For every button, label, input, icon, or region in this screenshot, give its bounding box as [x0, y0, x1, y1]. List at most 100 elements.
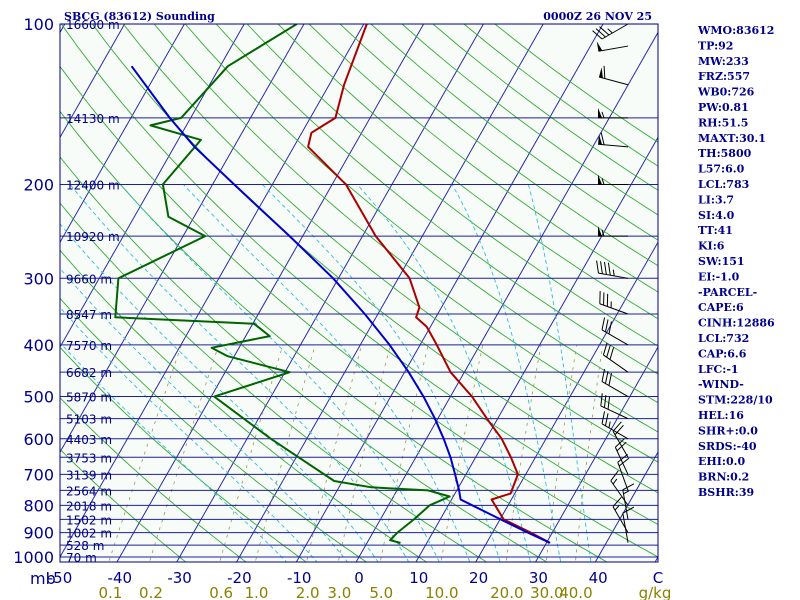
wind-barb	[598, 107, 628, 119]
moist-adiabat	[69, 184, 410, 562]
dry-adiabat	[60, 249, 428, 562]
index-entry: MW:233	[698, 55, 749, 68]
index-entry: BSHR:39	[698, 486, 754, 499]
mixing-ratio-line	[337, 344, 391, 562]
temperature-tick-label: -50	[48, 569, 73, 587]
dry-adiabat	[60, 156, 548, 562]
height-label: 2564 m	[66, 484, 112, 498]
mixing-ratio-line	[505, 344, 542, 562]
isotherm	[475, 241, 658, 562]
isotherm	[295, 24, 604, 562]
valid-time: 0000Z 26 NOV 25	[543, 10, 652, 23]
wind-barb	[598, 132, 629, 148]
height-label: 1002 m	[66, 527, 112, 541]
mixing-ratio-line	[254, 344, 316, 562]
axis-labels: 16600 m 14130 m 12400 m 10920 m 9660 m 8547 m…	[13, 15, 671, 600]
height-label: 4403 m	[66, 433, 112, 447]
sounding-traces	[114, 24, 551, 544]
temperature-tick-label: -30	[167, 569, 192, 587]
mixing-ratio-tick-label: 30.0	[530, 584, 563, 600]
isotherm	[60, 24, 245, 349]
height-label: 70 m	[66, 551, 97, 565]
moist-adiabat	[527, 184, 592, 562]
index-entry: CINH:12886	[698, 317, 775, 330]
height-label: 7570 m	[66, 339, 112, 353]
plot-frame	[59, 23, 659, 563]
pressure-tick-label: 300	[23, 269, 54, 288]
mixing-ratio-tick-label: 20.0	[490, 584, 523, 600]
index-entry: MAXT:30.1	[698, 132, 766, 145]
dry-adiabat	[60, 448, 187, 562]
temperature-trace	[307, 24, 551, 544]
stability-indices: WMO:83612 TP:92 MW:233 FRZ:557 WB0:726 PW:0.8…	[697, 24, 775, 499]
isotherm	[60, 24, 365, 559]
index-entry: -WIND-	[698, 378, 744, 391]
temperature-tick-label: 0	[354, 569, 364, 587]
height-label: 3139 m	[66, 468, 112, 482]
index-entry: LFC:-1	[698, 363, 739, 376]
height-label: 5103 m	[66, 413, 112, 427]
index-entry: SW:151	[698, 255, 745, 268]
height-label: 3753 m	[66, 451, 112, 465]
wind-barb	[612, 496, 629, 533]
height-label: 14130 m	[66, 112, 120, 126]
mixing-ratio-line	[108, 344, 182, 562]
grid-lines	[0, 12, 658, 568]
mixing-ratio-line	[306, 344, 362, 562]
index-entry: WB0:726	[697, 86, 755, 99]
index-entry: PW:0.81	[698, 101, 749, 114]
dry-adiabat	[60, 65, 658, 558]
isotherm	[60, 24, 126, 139]
temperature-tick-label: 40	[589, 569, 608, 587]
dry-adiabat	[246, 24, 658, 347]
pressure-tick-label: 500	[23, 388, 54, 407]
pressure-tick-label: 700	[23, 465, 54, 484]
isotherm	[355, 31, 658, 562]
index-entry: SRDS:-40	[698, 440, 757, 453]
wind-barb	[610, 470, 629, 506]
dry-adiabat	[277, 24, 658, 320]
dry-adiabat	[184, 24, 658, 404]
index-entry: CAPE:6	[698, 301, 744, 314]
wind-barb	[601, 411, 629, 440]
dry-adiabat	[122, 24, 658, 463]
height-label: 528 m	[66, 539, 104, 553]
index-entry: SHR+:0.0	[698, 424, 758, 437]
wind-barbs	[592, 23, 635, 543]
temperature-tick-label: 30	[529, 569, 548, 587]
isotherm	[0, 12, 12, 568]
wind-barb	[617, 453, 630, 491]
temperature-tick-label: -20	[227, 569, 252, 587]
pressure-tick-label: 600	[23, 430, 54, 449]
dry-adiabat	[60, 346, 307, 562]
wind-barb	[592, 23, 629, 40]
pressure-tick-label: 200	[23, 175, 54, 194]
wind-barb	[596, 260, 629, 279]
mixing-ratio-line	[440, 344, 484, 562]
height-label: 12400 m	[66, 178, 120, 192]
dry-adiabat	[60, 297, 368, 562]
moist-adiabat	[356, 184, 531, 562]
dry-adiabat	[153, 24, 658, 433]
index-entry: LI:3.7	[698, 193, 734, 206]
dry-adiabat	[60, 202, 488, 562]
index-entry: STM:228/10	[698, 394, 773, 407]
height-label: 16600 m	[66, 18, 120, 32]
dry-adiabat	[60, 24, 658, 526]
index-entry: TP:92	[698, 39, 733, 52]
moist-adiabat	[261, 184, 501, 562]
mixing-ratio-tick-label: 40.0	[559, 584, 592, 600]
pressure-tick-label: 1000	[13, 548, 54, 567]
index-entry: KI:6	[698, 240, 725, 253]
height-label: 9660 m	[66, 272, 112, 286]
wind-barb	[599, 291, 629, 315]
isotherm	[235, 24, 544, 562]
temperature-tick-label: C	[653, 569, 663, 587]
pressure-tick-label: 900	[23, 524, 54, 543]
pressure-tick-label: 800	[23, 496, 54, 515]
height-label: 2018 m	[66, 499, 112, 513]
index-entry: LCL:783	[698, 178, 749, 191]
mixing-ratio-tick-label: 0.2	[139, 584, 163, 600]
moist-adiabat	[60, 267, 349, 562]
